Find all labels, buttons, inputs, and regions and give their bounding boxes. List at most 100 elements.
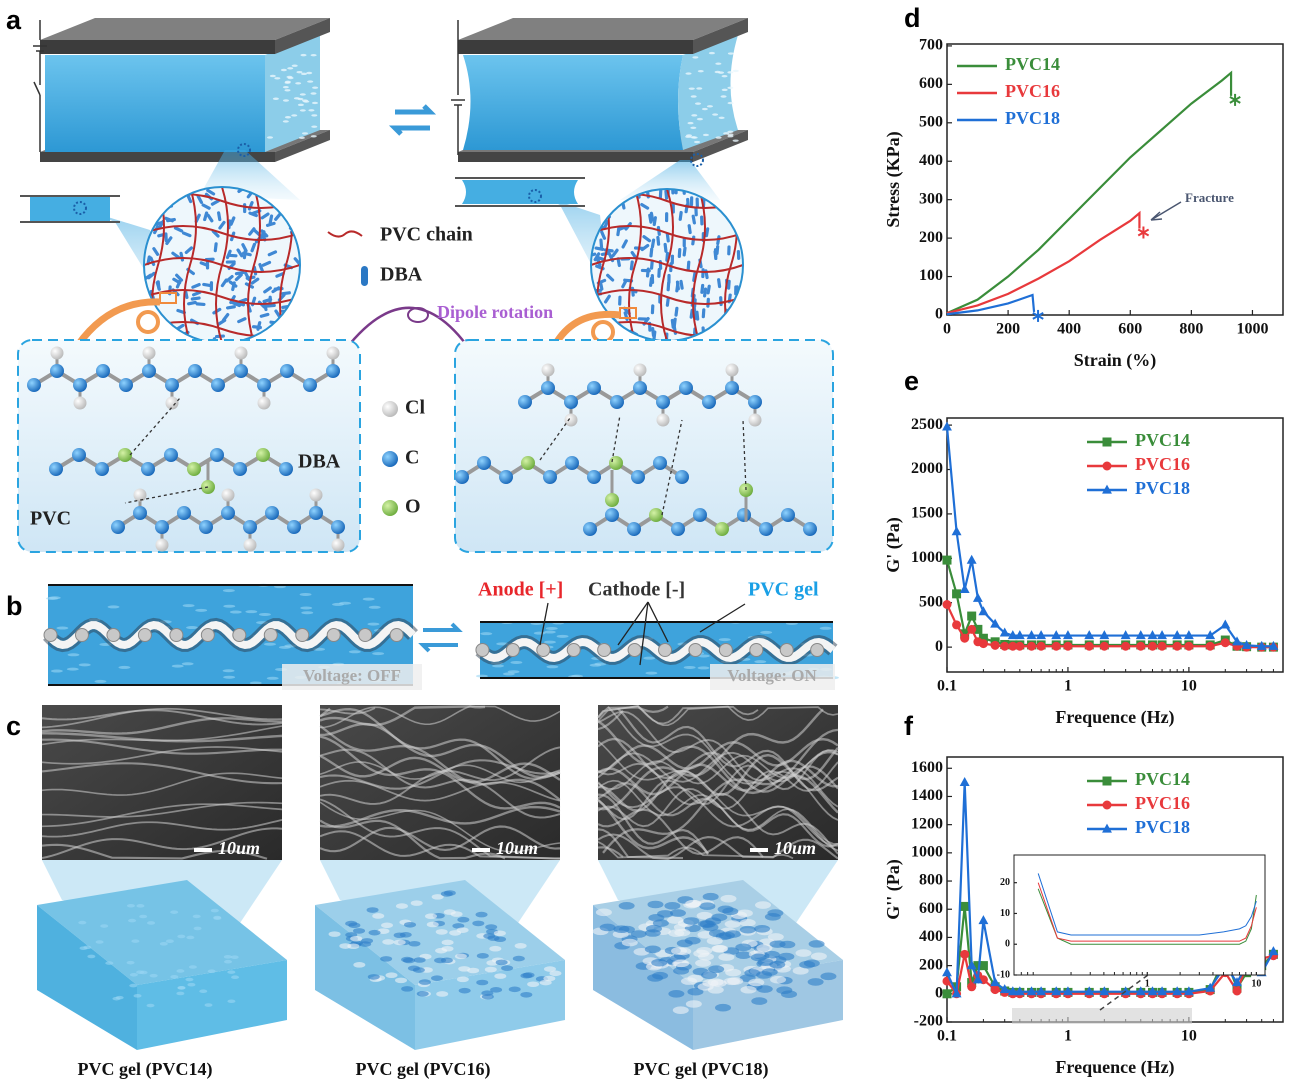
texture [213,916,221,920]
texture [697,118,703,120]
marker [1037,642,1046,651]
c-atom [564,395,578,409]
texture [671,947,687,955]
texture [664,902,680,910]
texture [94,680,106,683]
cl-atom [565,414,578,427]
y-tick-label: 400 [919,928,943,945]
y-tick-label: 600 [919,900,943,917]
texture [631,930,647,938]
dba-molecule [618,296,622,306]
x-tick-label: 0 [943,321,951,338]
texture [436,929,448,935]
texture [139,915,147,919]
c-atom [210,448,224,462]
texture [715,1004,731,1012]
dba-molecule [671,255,674,265]
label: PVC gel [748,579,819,601]
c-atom [633,381,647,395]
texture [408,941,420,947]
label: PVC chain [380,224,473,246]
texture [735,944,751,952]
texture [166,939,174,943]
texture [544,631,556,634]
texture [129,984,137,988]
texture [751,997,767,1005]
cl-atom [310,489,323,502]
texture [300,606,312,609]
dba-molecule [146,198,154,208]
c-atom [748,395,762,409]
texture [312,86,318,88]
texture [513,956,525,962]
texture [417,991,429,997]
texture [455,954,467,960]
dba-molecule [151,194,158,204]
texture [87,955,95,959]
y-tick-label: 700 [919,37,943,54]
x-tick-label: 0.1 [937,1028,957,1045]
fiber [567,644,580,657]
texture [286,76,292,78]
texture [718,953,734,961]
texture [350,936,362,942]
marker [943,989,952,998]
texture [796,949,812,957]
texture [755,901,771,909]
texture [359,941,371,947]
c-atom [49,462,63,476]
texture [177,986,185,990]
texture [442,940,454,946]
texture [703,893,719,901]
dba-molecule [737,319,740,329]
texture [768,933,784,941]
label: f [904,711,914,741]
texture [224,960,232,964]
texture [751,954,767,962]
texture [136,904,144,908]
y-tick-label: 0 [935,984,943,1001]
texture [347,943,359,949]
series-line [947,560,1273,647]
texture [127,904,135,908]
texture [647,901,663,909]
c-atom [610,395,624,409]
cl-atom [542,364,555,377]
texture [691,114,697,116]
texture [105,961,113,965]
texture [744,969,760,977]
texture [696,87,702,89]
texture [725,920,741,928]
y-tick-label: 600 [919,75,943,92]
texture [686,72,692,74]
dba-molecule [286,213,296,220]
atom-key [382,451,398,467]
dba-molecule [719,296,723,306]
texture [339,602,351,605]
texture [690,127,696,129]
texture [147,921,155,925]
marker [1158,642,1167,651]
texture [523,972,535,978]
legend-marker [1103,438,1112,447]
c-atom [499,470,513,484]
dba-molecule [150,213,160,217]
c-atom [781,508,795,522]
legend-label: PVC16 [1005,81,1060,101]
marker [943,556,952,565]
rotation-icon [408,308,428,322]
texture [449,930,461,936]
c-atom [656,395,670,409]
texture [127,961,135,965]
texture [728,102,734,104]
fiber [598,644,611,657]
texture [131,939,139,943]
texture [718,71,724,73]
texture [307,80,313,82]
texture [727,87,733,89]
texture [96,940,104,944]
dba-molecule [289,305,299,309]
fiber [359,629,372,642]
texture [400,932,412,938]
y-tick-label: 100 [919,267,943,284]
